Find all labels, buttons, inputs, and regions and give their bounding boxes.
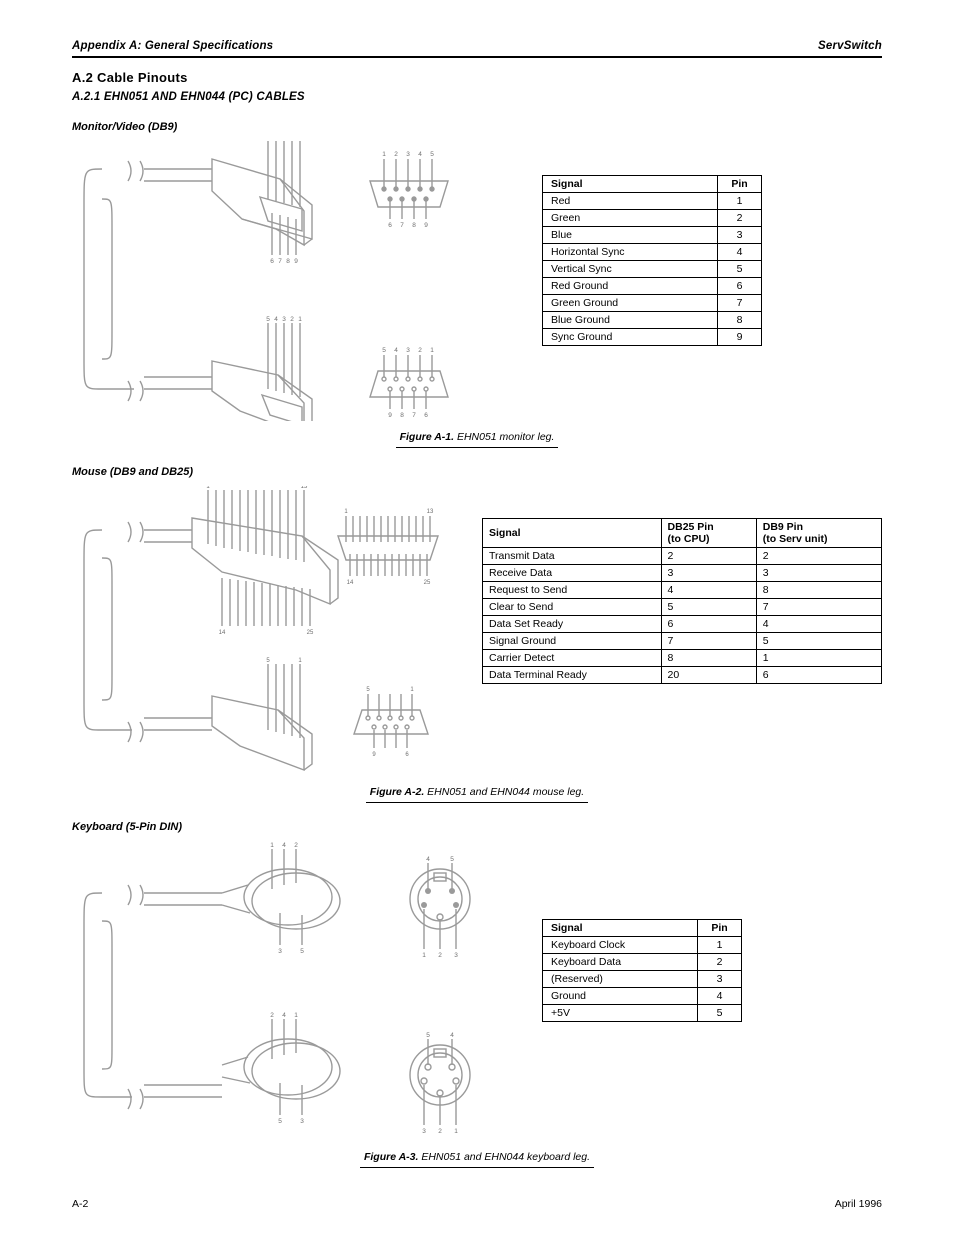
figure3-label: Figure A-3. EHN051 and EHN044 keyboard l… xyxy=(72,1151,882,1168)
header-bar: Appendix A: General Specifications ServS… xyxy=(72,40,882,58)
svg-text:2: 2 xyxy=(394,151,398,158)
svg-text:5: 5 xyxy=(266,658,270,664)
svg-text:4: 4 xyxy=(394,347,398,354)
svg-text:6: 6 xyxy=(424,412,428,419)
svg-text:3: 3 xyxy=(406,347,410,354)
svg-text:2: 2 xyxy=(438,1128,442,1135)
footer-date: April 1996 xyxy=(835,1198,882,1210)
chapter-title: A.2 Cable Pinouts xyxy=(72,70,882,85)
db25-cable-diagram: 1 13 14 25 1 13 14 25 5 1 5 1 9 6 xyxy=(72,486,442,776)
svg-text:13: 13 xyxy=(301,486,308,490)
db25-pin-table: Signal DB25 Pin(to CPU) DB9 Pin(to Serv … xyxy=(482,518,882,684)
svg-text:2: 2 xyxy=(290,316,294,323)
svg-text:5: 5 xyxy=(430,151,434,158)
svg-text:1: 1 xyxy=(422,952,426,959)
svg-text:14: 14 xyxy=(219,630,226,636)
db9-cable-diagram: 12345 6789 12345 6789 54321 54321 9876 xyxy=(72,141,502,421)
svg-text:1: 1 xyxy=(298,658,302,664)
svg-text:5: 5 xyxy=(366,687,370,693)
svg-text:5: 5 xyxy=(382,347,386,354)
svg-text:8: 8 xyxy=(412,222,416,229)
svg-text:4: 4 xyxy=(450,1032,454,1039)
svg-text:5: 5 xyxy=(426,1032,430,1039)
svg-text:4: 4 xyxy=(426,856,430,863)
section1-title: Monitor/Video (DB9) xyxy=(72,121,882,133)
svg-text:2: 2 xyxy=(270,1012,274,1019)
svg-text:1: 1 xyxy=(430,347,434,354)
svg-text:6: 6 xyxy=(405,752,409,758)
din-pin-table: SignalPin Keyboard Clock1 Keyboard Data2… xyxy=(542,919,742,1022)
svg-text:7: 7 xyxy=(400,222,404,229)
svg-text:2: 2 xyxy=(438,952,442,959)
header-right: ServSwitch xyxy=(818,40,882,52)
svg-text:25: 25 xyxy=(307,630,314,636)
svg-text:3: 3 xyxy=(300,1118,304,1125)
svg-text:1: 1 xyxy=(454,1128,458,1135)
svg-text:9: 9 xyxy=(294,258,298,265)
svg-text:1: 1 xyxy=(410,687,414,693)
subchapter: A.2.1 EHN051 AND EHN044 (PC) CABLES xyxy=(72,91,882,103)
svg-text:1: 1 xyxy=(270,842,274,849)
svg-text:1: 1 xyxy=(344,509,348,515)
db9-pin-table: SignalPin Red1 Green2 Blue3 Horizontal S… xyxy=(542,175,762,346)
svg-text:9: 9 xyxy=(372,752,376,758)
svg-text:5: 5 xyxy=(266,316,270,323)
svg-text:4: 4 xyxy=(282,1012,286,1019)
svg-text:6: 6 xyxy=(270,258,274,265)
svg-text:1: 1 xyxy=(382,151,386,158)
svg-text:3: 3 xyxy=(454,952,458,959)
svg-text:4: 4 xyxy=(274,316,278,323)
figure2-label: Figure A-2. EHN051 and EHN044 mouse leg. xyxy=(72,786,882,803)
svg-text:3: 3 xyxy=(422,1128,426,1135)
section2-title: Mouse (DB9 and DB25) xyxy=(72,466,882,478)
figure1-label: Figure A-1. Figure A-1. EHN051 monitor l… xyxy=(72,431,882,448)
header-left: Appendix A: General Specifications xyxy=(72,40,273,52)
svg-text:7: 7 xyxy=(278,258,282,265)
svg-text:9: 9 xyxy=(388,412,392,419)
svg-text:7: 7 xyxy=(412,412,416,419)
svg-text:9: 9 xyxy=(424,222,428,229)
svg-text:4: 4 xyxy=(282,842,286,849)
svg-text:14: 14 xyxy=(347,580,354,586)
svg-text:13: 13 xyxy=(427,509,434,515)
footer: A-2 April 1996 xyxy=(72,1198,882,1210)
svg-text:1: 1 xyxy=(294,1012,298,1019)
svg-text:5: 5 xyxy=(300,948,304,955)
svg-text:2: 2 xyxy=(418,347,422,354)
section3-title: Keyboard (5-Pin DIN) xyxy=(72,821,882,833)
page-number: A-2 xyxy=(72,1198,88,1210)
svg-text:8: 8 xyxy=(286,258,290,265)
svg-text:5: 5 xyxy=(278,1118,282,1125)
svg-text:1: 1 xyxy=(206,486,210,490)
svg-text:3: 3 xyxy=(278,948,282,955)
svg-text:6: 6 xyxy=(388,222,392,229)
svg-text:25: 25 xyxy=(424,580,431,586)
din-cable-diagram: 1 4 2 3 5 4 5 1 2 3 2 4 1 5 3 5 4 3 2 1 xyxy=(72,841,502,1141)
svg-text:3: 3 xyxy=(406,151,410,158)
svg-text:1: 1 xyxy=(298,316,302,323)
svg-text:5: 5 xyxy=(450,856,454,863)
svg-text:4: 4 xyxy=(418,151,422,158)
svg-text:2: 2 xyxy=(294,842,298,849)
svg-text:8: 8 xyxy=(400,412,404,419)
svg-text:3: 3 xyxy=(282,316,286,323)
